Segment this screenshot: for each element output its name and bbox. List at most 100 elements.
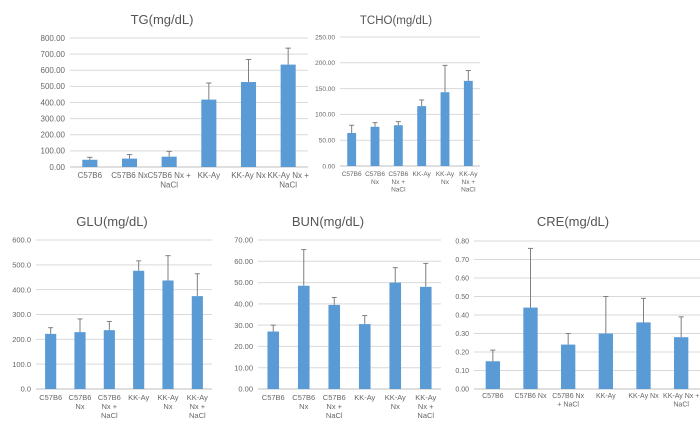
bun-x-tick-label: KK-Ay xyxy=(354,393,375,402)
bun-bar xyxy=(297,285,310,389)
cre-y-tick-label: 0.20 xyxy=(455,349,469,356)
tcho-chart-title: TCHO(mg/dL) xyxy=(360,15,432,27)
glu-y-tick-label: 300.0 xyxy=(12,310,31,319)
tcho-x-tick-label: C57B6 Nx xyxy=(365,171,385,186)
cre-x-tick-label: C57B6 Nx + NaCl xyxy=(552,393,584,408)
tg-bar xyxy=(280,64,296,167)
glu-chart: GLU(mg/dL) 0.0 100.0 200.0 300.0 400.0 500.0 6… xyxy=(12,214,212,420)
bun-y-tick-label: 40.00 xyxy=(234,299,253,308)
bun-y-tick-label: 30.00 xyxy=(234,321,253,330)
tcho-y-tick-label: 50.00 xyxy=(319,137,336,144)
cre-y-tick-label: 0.10 xyxy=(455,368,469,375)
tcho-y-tick-label: 250.00 xyxy=(315,34,335,41)
tcho-x-tick-label: C57B6 xyxy=(342,171,362,178)
tcho-bar xyxy=(347,132,357,166)
tg-y-tick-label: 700.00 xyxy=(41,50,66,59)
glu-y-tick-label: 200.0 xyxy=(12,335,31,344)
tg-y-tick-label: 0.00 xyxy=(49,163,65,172)
cre-bar xyxy=(598,333,613,389)
bun-x-tick-label: C57B6 Nx + NaCl xyxy=(323,393,346,420)
tcho-bar xyxy=(463,80,473,166)
tg-y-tick-label: 500.00 xyxy=(41,82,66,91)
tg-y-tick-label: 400.00 xyxy=(41,98,66,107)
tcho-bar xyxy=(417,106,427,166)
tcho-x-tick-label: KK-Ay Nx xyxy=(436,171,455,186)
cre-x-tick-label: KK-Ay Nx + NaCl xyxy=(663,393,699,408)
glu-x-tick-label: C57B6 Nx + NaCl xyxy=(98,393,121,420)
tg-y-tick-label: 800.00 xyxy=(41,34,66,43)
cre-bar xyxy=(636,322,651,389)
tg-chart: TG(mg/dL) 0.00 100.00 200.00 300.00 400.00 50… xyxy=(41,12,310,190)
cre-chart: CRE(mg/dL) 0.00 0.10 0.20 0.30 0.40 0.50 0.60 0… xyxy=(455,214,700,408)
tg-bar xyxy=(161,156,177,167)
glu-x-tick-label: C57B6 xyxy=(39,393,62,402)
glu-y-tick-label: 500.0 xyxy=(12,260,31,269)
tg-y-tick-label: 100.00 xyxy=(41,147,66,156)
bun-y-tick-label: 0.00 xyxy=(238,385,253,394)
tg-x-tick-label: C57B6 Nx + NaCl xyxy=(147,171,191,190)
tg-y-tick-label: 600.00 xyxy=(41,66,66,75)
glu-bar xyxy=(103,330,115,389)
bun-bar xyxy=(267,331,280,389)
glu-x-tick-label: KK-Ay Nx + NaCl xyxy=(187,393,208,420)
cre-bar xyxy=(485,361,500,389)
cre-bar xyxy=(674,337,689,389)
tg-y-tick-label: 300.00 xyxy=(41,114,66,123)
bun-y-tick-label: 70.00 xyxy=(234,236,253,245)
glu-bar xyxy=(191,296,203,389)
bun-y-tick-label: 60.00 xyxy=(234,257,253,266)
tg-x-tick-label: C57B6 xyxy=(78,171,103,180)
cre-y-tick-label: 0.50 xyxy=(455,294,469,301)
tg-x-tick-label: KK-Ay Nx + NaCl xyxy=(267,171,309,190)
tg-bar xyxy=(240,82,257,167)
cre-x-tick-label: KK-Ay Nx xyxy=(628,393,659,400)
bun-x-tick-label: KK-Ay Nx + NaCl xyxy=(415,393,436,420)
tcho-y-tick-label: 0.00 xyxy=(322,163,335,170)
tg-chart-title: TG(mg/dL) xyxy=(131,12,194,27)
cre-y-tick-label: 0.40 xyxy=(455,312,469,319)
cre-y-tick-label: 0.80 xyxy=(455,238,469,245)
glu-chart-title: GLU(mg/dL) xyxy=(76,214,148,229)
glu-x-tick-label: C57B6 Nx xyxy=(69,393,92,411)
bun-bar xyxy=(358,324,371,389)
glu-bar xyxy=(45,333,57,389)
tg-x-tick-label: C57B6 Nx xyxy=(111,171,147,180)
glu-y-tick-label: 600.0 xyxy=(12,236,31,245)
tg-x-tick-label: KK-Ay xyxy=(198,171,221,180)
tg-y-tick-label: 200.00 xyxy=(41,131,66,140)
cre-y-tick-label: 0.30 xyxy=(455,331,469,338)
tcho-y-tick-label: 150.00 xyxy=(315,86,335,93)
bun-x-tick-label: KK-Ay Nx xyxy=(385,393,406,411)
tcho-bar xyxy=(370,126,380,166)
tcho-bar xyxy=(440,92,450,166)
glu-y-tick-label: 400.0 xyxy=(12,285,31,294)
bun-y-tick-label: 10.00 xyxy=(234,363,253,372)
cre-y-tick-label: 0.70 xyxy=(455,257,469,264)
tg-x-tick-label: KK-Ay Nx xyxy=(231,171,266,180)
cre-bar xyxy=(523,307,538,389)
cre-bar xyxy=(561,344,576,389)
glu-bar xyxy=(162,280,174,389)
glu-bar xyxy=(133,270,145,389)
bun-y-tick-label: 50.00 xyxy=(234,278,253,287)
glu-x-tick-label: KK-Ay Nx xyxy=(157,393,178,411)
tcho-y-tick-label: 200.00 xyxy=(315,60,335,67)
tg-bar xyxy=(121,158,138,167)
cre-chart-title: CRE(mg/dL) xyxy=(537,214,609,229)
cre-x-tick-label: KK-Ay xyxy=(596,393,616,400)
cre-x-tick-label: C57B6 Nx xyxy=(515,393,547,400)
tcho-y-tick-label: 100.00 xyxy=(315,112,335,119)
tcho-chart: TCHO(mg/dL) 0.00 50.00 100.00 150.00 200.00 2… xyxy=(315,15,480,194)
bun-chart-title: BUN(mg/dL) xyxy=(292,214,364,229)
tg-bar xyxy=(201,99,217,167)
tcho-bar xyxy=(393,125,403,166)
cre-y-tick-label: 0.60 xyxy=(455,275,469,282)
bun-bar xyxy=(389,282,402,389)
bun-bar xyxy=(328,304,341,389)
glu-y-tick-label: 100.0 xyxy=(12,360,31,369)
glu-y-tick-label: 0.0 xyxy=(21,385,31,394)
glu-x-tick-label: KK-Ay xyxy=(128,393,149,402)
tg-bar xyxy=(82,159,98,167)
bun-bar xyxy=(419,286,432,389)
bun-x-tick-label: C57B6 Nx xyxy=(292,393,315,411)
